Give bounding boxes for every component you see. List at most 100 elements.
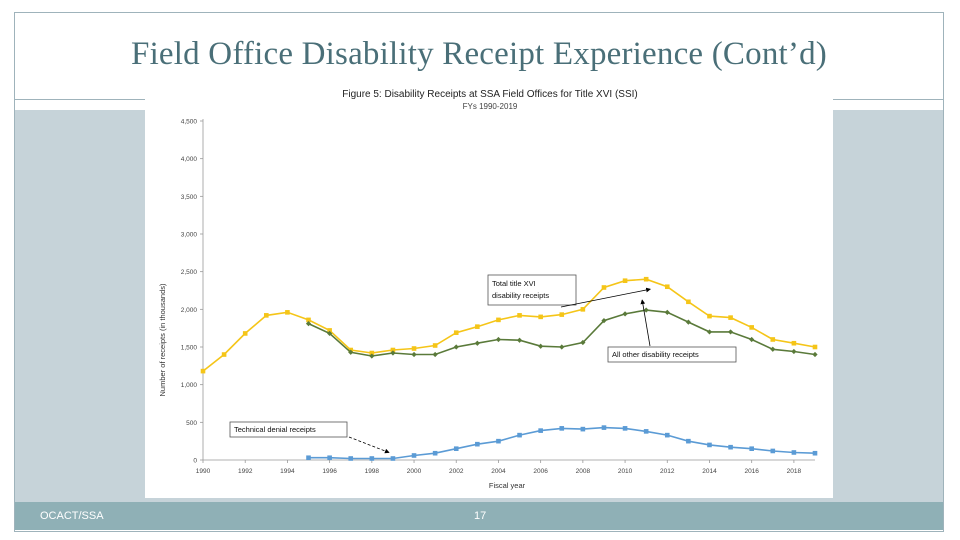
- x-axis-label: Fiscal year: [489, 481, 526, 490]
- x-tick-label: 1994: [280, 468, 295, 475]
- data-point: [390, 456, 396, 461]
- data-point: [306, 455, 311, 461]
- x-tick-label: 2018: [787, 468, 802, 475]
- y-tick-label: 3,500: [181, 194, 198, 201]
- y-tick-label: 0: [193, 458, 197, 465]
- data-point: [580, 339, 586, 346]
- data-point: [812, 450, 818, 456]
- annotations-group: Total title XVI disability receipts All ot…: [229, 274, 737, 454]
- y-tick-label: 500: [186, 420, 197, 427]
- data-point: [601, 425, 607, 430]
- data-point: [580, 426, 586, 432]
- chart-card: Figure 5: Disability Receipts at SSA Fie…: [145, 78, 833, 498]
- data-point: [601, 318, 607, 324]
- data-point: [812, 351, 818, 358]
- data-point: [221, 352, 227, 357]
- data-point: [622, 426, 628, 431]
- data-point: [306, 317, 311, 323]
- slide-title: Field Office Disability Receipt Experien…: [131, 36, 827, 72]
- data-point: [664, 284, 670, 290]
- annotation-text: Technical denial receipts: [234, 425, 316, 434]
- y-tick-label: 4,000: [181, 156, 198, 163]
- data-point: [264, 313, 269, 318]
- x-tick-label: 2000: [407, 468, 422, 475]
- annotation-arrow: [640, 299, 651, 347]
- data-point: [791, 450, 797, 455]
- x-tick-label: 2016: [744, 468, 759, 475]
- data-point: [432, 343, 438, 348]
- data-point: [475, 441, 480, 447]
- y-tick-label: 1,500: [181, 345, 198, 352]
- data-point: [770, 448, 776, 454]
- data-point: [453, 344, 459, 350]
- data-point: [496, 317, 501, 323]
- data-point: [727, 329, 734, 335]
- data-point: [770, 337, 776, 342]
- data-point: [643, 307, 649, 313]
- series-line-1: [202, 278, 816, 372]
- series-line-3: [308, 426, 816, 460]
- data-point: [390, 350, 396, 356]
- data-point: [517, 313, 522, 318]
- annotation-arrow: [560, 287, 651, 308]
- annotation-text: All other disability receipts: [612, 350, 699, 359]
- data-point: [812, 344, 818, 350]
- data-point: [200, 368, 206, 374]
- data-point: [516, 337, 523, 343]
- y-tick-label: 1,000: [181, 382, 198, 389]
- data-point: [791, 348, 797, 355]
- data-point: [706, 329, 713, 335]
- data-point: [369, 456, 375, 461]
- footer-organization: OCACT/SSA: [40, 510, 104, 522]
- data-point: [622, 311, 628, 317]
- data-point: [242, 331, 248, 336]
- x-tick-label: 1990: [196, 468, 211, 475]
- chart-title: Figure 5: Disability Receipts at SSA Fie…: [342, 89, 637, 100]
- x-tick-label: 2010: [618, 468, 633, 475]
- data-point: [411, 346, 417, 351]
- data-point: [749, 446, 754, 451]
- data-point: [327, 328, 332, 333]
- data-point: [517, 432, 522, 438]
- data-point: [453, 330, 459, 335]
- y-tick-label: 2,000: [181, 307, 198, 314]
- data-point: [475, 324, 480, 329]
- page-number: 17: [474, 510, 487, 522]
- data-point: [538, 343, 544, 349]
- x-tick-label: 1998: [365, 468, 380, 475]
- data-point: [559, 426, 565, 431]
- data-point: [305, 321, 312, 327]
- data-point: [369, 350, 375, 356]
- annotation-arrow: [348, 436, 390, 454]
- axes-group: 0 500 1,000 1,500 2,000 2,500 3,000 3,500 4,000 4…: [181, 119, 815, 475]
- data-point: [622, 278, 628, 284]
- data-point: [664, 432, 670, 438]
- data-point: [686, 299, 691, 305]
- annotation-box: [607, 346, 737, 363]
- data-point: [369, 353, 375, 359]
- annotation-text: disability receipts: [492, 291, 549, 300]
- x-tick-label: 2004: [491, 468, 506, 475]
- annotation-box: [487, 274, 577, 306]
- data-point: [432, 351, 438, 358]
- data-point: [580, 307, 586, 312]
- x-tick-label: 2014: [702, 468, 717, 475]
- y-tick-label: 4,500: [181, 119, 198, 126]
- x-tick-label: 2006: [533, 468, 548, 475]
- data-point: [285, 310, 290, 315]
- data-point: [686, 438, 691, 444]
- data-point: [685, 319, 691, 325]
- data-point: [348, 456, 354, 461]
- data-point: [559, 312, 565, 317]
- data-point: [559, 344, 565, 350]
- x-tick-label: 2008: [576, 468, 591, 475]
- y-tick-label: 3,000: [181, 232, 198, 239]
- x-tick-label: 1992: [238, 468, 253, 475]
- data-point: [664, 309, 670, 315]
- data-point: [453, 446, 459, 451]
- data-point: [601, 285, 607, 290]
- annotation-text: Total title XVI: [492, 279, 536, 288]
- chart-subtitle: FYs 1990-2019: [463, 102, 518, 111]
- line-chart: Figure 5: Disability Receipts at SSA Fie…: [158, 89, 818, 490]
- data-point: [411, 351, 417, 358]
